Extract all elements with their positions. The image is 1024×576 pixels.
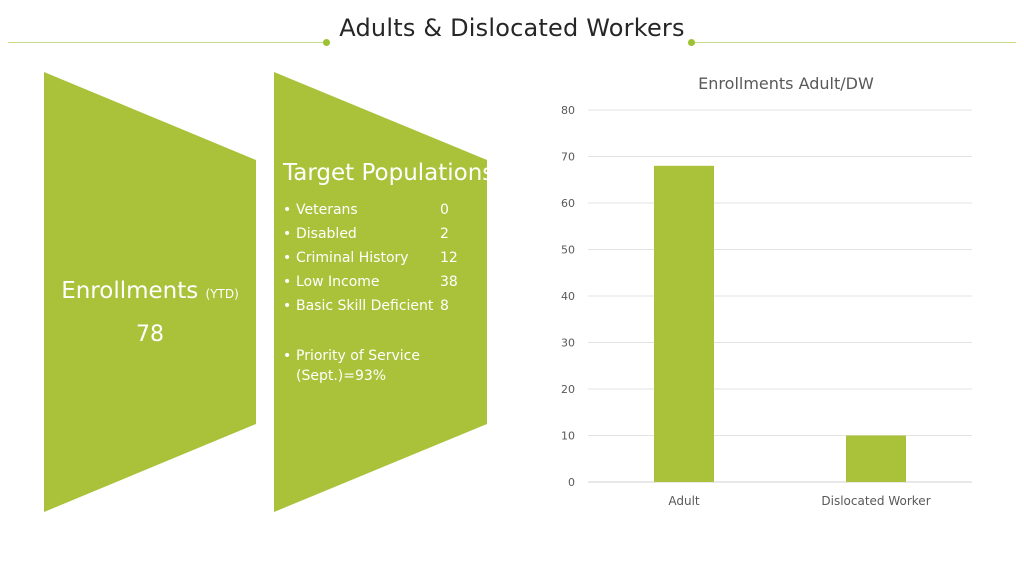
bullet: • bbox=[283, 274, 292, 290]
enrollments-label-text: Enrollments bbox=[61, 278, 199, 304]
list-item-label: Disabled bbox=[296, 226, 357, 242]
target-populations-list: • Veterans 0 • Disabled 2 • Criminal His… bbox=[283, 202, 483, 322]
list-item-label: Basic Skill Deficient bbox=[296, 298, 434, 314]
bar-adult bbox=[654, 165, 714, 483]
list-item-basic-skill-deficient: • Basic Skill Deficient 8 bbox=[283, 298, 483, 322]
y-tick-label: 60 bbox=[561, 197, 575, 210]
y-tick-label: 70 bbox=[561, 151, 575, 164]
target-populations-title: Target Populations bbox=[283, 160, 495, 186]
title-divider-left bbox=[8, 42, 326, 43]
list-item-value: 38 bbox=[440, 274, 458, 290]
chart-title: Enrollments Adult/DW bbox=[698, 74, 874, 93]
bar-dislocated-worker bbox=[846, 435, 906, 482]
y-tick-label: 50 bbox=[561, 244, 575, 257]
target-populations-panel bbox=[274, 72, 487, 512]
list-item-disabled: • Disabled 2 bbox=[283, 226, 483, 250]
x-tick-label: Dislocated Worker bbox=[821, 494, 930, 508]
bullet: • bbox=[283, 250, 292, 266]
y-tick-label: 0 bbox=[568, 476, 575, 489]
enrollments-label: Enrollments (YTD) bbox=[44, 278, 256, 304]
bullet: • bbox=[283, 202, 292, 218]
enrollments-bar-chart: Enrollments Adult/DW 0 10 20 30 40 50 60 70 80 Adu… bbox=[561, 74, 972, 508]
priority-of-service: • Priority of Service (Sept.)=93% bbox=[283, 346, 453, 386]
title-divider-dot-right bbox=[688, 39, 695, 46]
bullet: • bbox=[283, 226, 292, 242]
slide-title: Adults & Dislocated Workers bbox=[339, 14, 685, 42]
y-tick-label: 20 bbox=[561, 383, 575, 396]
enrollments-value: 78 bbox=[136, 322, 164, 347]
title-divider-dot-left bbox=[323, 39, 330, 46]
list-item-criminal-history: • Criminal History 12 bbox=[283, 250, 483, 274]
panel-shapes bbox=[44, 72, 487, 512]
list-item-veterans: • Veterans 0 bbox=[283, 202, 483, 226]
list-item-value: 8 bbox=[440, 298, 449, 314]
list-item-value: 2 bbox=[440, 226, 449, 242]
bullet: • bbox=[283, 298, 292, 314]
priority-of-service-text: Priority of Service (Sept.)=93% bbox=[296, 348, 420, 384]
list-item-label: Criminal History bbox=[296, 250, 409, 266]
enrollments-panel bbox=[44, 72, 256, 512]
list-item-low-income: • Low Income 38 bbox=[283, 274, 483, 298]
y-tick-label: 40 bbox=[561, 290, 575, 303]
x-tick-label: Adult bbox=[668, 494, 700, 508]
list-item-label: Low Income bbox=[296, 274, 380, 290]
title-divider-right bbox=[694, 42, 1016, 43]
y-tick-label: 30 bbox=[561, 337, 575, 350]
list-item-value: 0 bbox=[440, 202, 449, 218]
list-item-label: Veterans bbox=[296, 202, 358, 218]
enrollments-label-suffix: (YTD) bbox=[205, 287, 239, 301]
list-item-value: 12 bbox=[440, 250, 458, 266]
bullet: • bbox=[283, 348, 292, 364]
y-tick-label: 80 bbox=[561, 104, 575, 117]
y-tick-label: 10 bbox=[561, 430, 575, 443]
